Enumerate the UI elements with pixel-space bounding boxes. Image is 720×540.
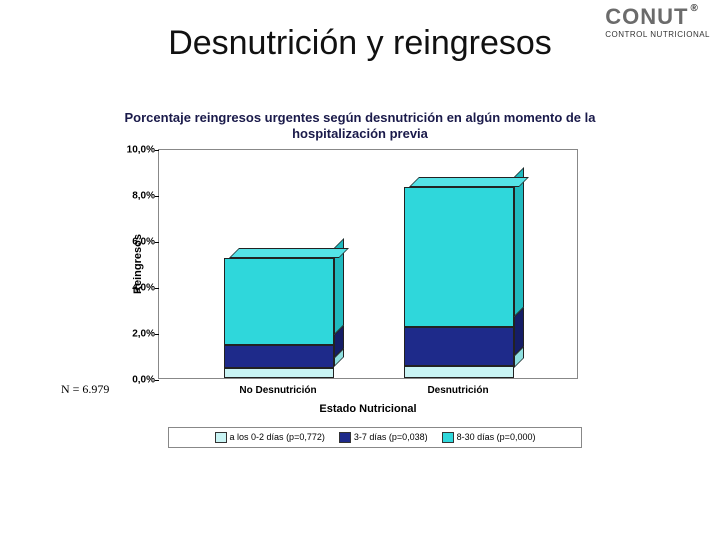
y-tick-mark <box>155 150 159 151</box>
y-tick-label: 8,0% <box>117 190 155 201</box>
bar-segment <box>224 258 334 345</box>
plot-surface: 0,0%2,0%4,0%6,0%8,0%10,0% <box>158 149 578 379</box>
legend: a los 0-2 días (p=0,772) 3-7 días (p=0,03… <box>168 427 582 448</box>
bar-segment <box>404 187 514 327</box>
y-tick-mark <box>155 196 159 197</box>
y-tick-label: 6,0% <box>117 236 155 247</box>
y-tick-mark <box>155 242 159 243</box>
y-tick-label: 10,0% <box>117 144 155 155</box>
legend-item: a los 0-2 días (p=0,772) <box>215 432 325 443</box>
legend-label: a los 0-2 días (p=0,772) <box>230 432 325 442</box>
chart-title: Porcentaje reingresos urgentes según des… <box>100 110 620 149</box>
y-tick-mark <box>155 334 159 335</box>
y-tick-label: 4,0% <box>117 282 155 293</box>
legend-swatch <box>215 432 227 443</box>
bar-segment <box>224 368 334 377</box>
category-label: No Desnutrición <box>239 385 316 396</box>
y-tick-label: 2,0% <box>117 328 155 339</box>
plot-area: Reingresos N = 6.979 0,0%2,0%4,0%6,0%8,0… <box>158 149 578 379</box>
y-tick-mark <box>155 380 159 381</box>
x-axis-label: Estado Nutricional <box>158 403 578 415</box>
legend-swatch <box>339 432 351 443</box>
slide-title: Desnutrición y reingresos <box>0 24 720 63</box>
legend-label: 8-30 días (p=0,000) <box>457 432 536 442</box>
legend-item: 3-7 días (p=0,038) <box>339 432 428 443</box>
y-tick-label: 0,0% <box>117 374 155 385</box>
sample-size-label: N = 6.979 <box>61 382 109 397</box>
category-label: Desnutrición <box>427 385 488 396</box>
registered-mark: ® <box>690 3 698 14</box>
legend-swatch <box>442 432 454 443</box>
bar-segment <box>224 345 334 368</box>
legend-item: 8-30 días (p=0,000) <box>442 432 536 443</box>
y-tick-mark <box>155 288 159 289</box>
legend-label: 3-7 días (p=0,038) <box>354 432 428 442</box>
chart-container: Porcentaje reingresos urgentes según des… <box>100 110 620 500</box>
bar-segment <box>404 366 514 378</box>
bar-segment <box>404 327 514 366</box>
